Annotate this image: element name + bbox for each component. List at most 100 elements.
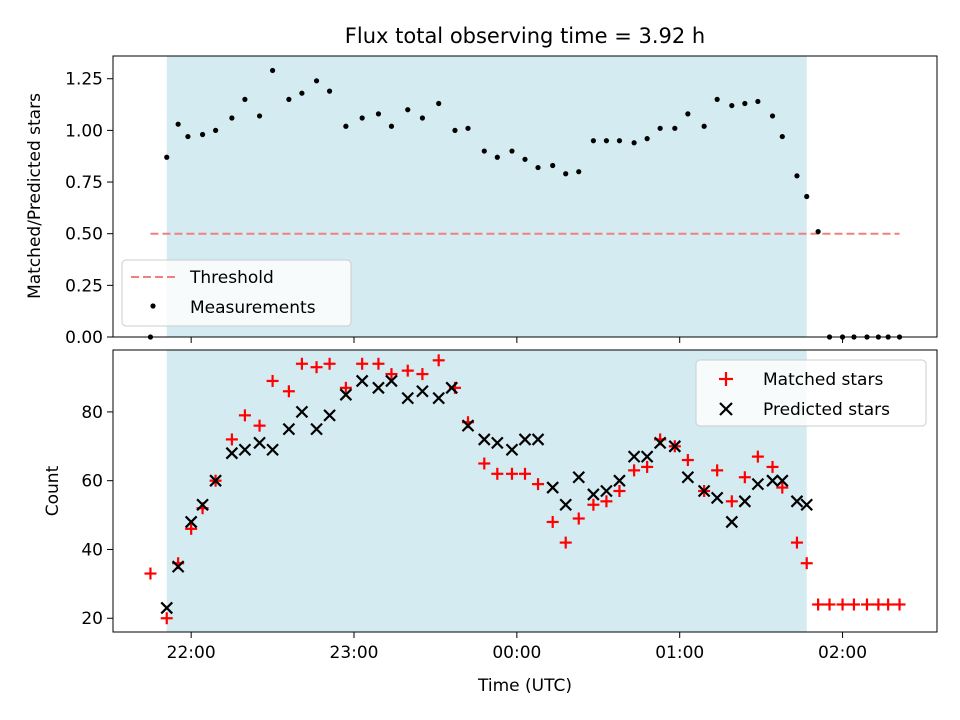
predicted-star-point xyxy=(738,495,752,508)
y-tick-label: 20 xyxy=(81,609,103,629)
predicted-star-point xyxy=(766,474,779,487)
predicted-star-point xyxy=(310,422,323,436)
y-tick-label: 40 xyxy=(81,540,103,560)
predicted-star-point xyxy=(282,422,296,436)
matched-star-point xyxy=(776,481,789,494)
matched-star-point xyxy=(800,557,813,570)
predicted-star-point xyxy=(725,515,739,529)
matched-star-point xyxy=(836,598,849,611)
measurement-point xyxy=(794,173,800,179)
measurement-points xyxy=(147,67,903,340)
measurement-point xyxy=(616,138,623,144)
predicted-star-point xyxy=(209,474,222,487)
matched-star-point xyxy=(401,364,414,377)
matched-star-point xyxy=(766,460,779,473)
measurement-point xyxy=(685,111,691,117)
predicted-star-point xyxy=(385,374,398,388)
measurement-point xyxy=(405,107,411,113)
predicted-star-points xyxy=(160,374,814,615)
predicted-star-point xyxy=(751,477,765,491)
matched-star-point xyxy=(893,598,906,611)
matched-star-point xyxy=(860,598,873,611)
predicted-star-point xyxy=(710,491,724,505)
ratio-y-ticks: 0.00 0.25 0.50 0.75 1.00 1.25 xyxy=(65,70,113,348)
chart-title: Flux total observing time = 3.92 h xyxy=(345,24,705,48)
matched-star-point xyxy=(372,357,385,370)
measurement-point xyxy=(375,111,382,117)
measurement-point xyxy=(242,96,248,102)
predicted-star-point xyxy=(587,488,600,501)
ratio-panel: 0.00 0.25 0.50 0.75 1.00 1.25 Matched/Predict… xyxy=(25,55,938,348)
matched-star-point xyxy=(238,409,251,422)
predicted-star-point xyxy=(681,470,695,484)
y-tick-label: 0.00 xyxy=(65,328,103,348)
predicted-star-point xyxy=(491,436,504,450)
measurement-point xyxy=(343,123,349,129)
predicted-star-point xyxy=(184,515,198,529)
y-tick-label: 1.00 xyxy=(65,121,103,141)
measurement-point xyxy=(672,125,678,131)
matched-star-point xyxy=(613,485,626,497)
y-tick-label: 0.50 xyxy=(65,225,103,245)
count-x-ticks: 22:00 23:00 00:00 01:00 02:00 xyxy=(167,632,867,663)
measurement-point xyxy=(714,96,720,102)
measurement-point xyxy=(522,156,528,162)
predicted-star-point xyxy=(531,433,545,446)
matched-star-point xyxy=(600,495,613,508)
matched-star-point xyxy=(295,357,308,370)
matched-star-point xyxy=(225,433,238,446)
predicted-star-point xyxy=(800,498,814,512)
x-tick-label: 23:00 xyxy=(330,643,379,663)
y-tick-label: 0.75 xyxy=(65,173,103,193)
matched-star-point xyxy=(628,464,641,477)
measurement-point xyxy=(185,133,191,140)
predicted-star-point xyxy=(697,484,711,498)
predicted-star-point xyxy=(600,484,613,498)
measurement-point xyxy=(313,78,320,84)
matched-star-point xyxy=(478,457,491,470)
predicted-star-point xyxy=(295,405,309,419)
matched-star-point xyxy=(416,368,429,381)
ratio-y-axis-label: Matched/Predicted stars xyxy=(25,93,45,299)
predicted-star-point xyxy=(478,433,491,446)
predicted-star-point xyxy=(640,450,654,463)
x-tick-label: 22:00 xyxy=(167,643,216,663)
matched-star-point xyxy=(738,471,751,484)
predicted-star-point xyxy=(339,388,353,401)
count-axes-frame xyxy=(112,349,938,633)
measurement-point xyxy=(481,148,487,154)
matched-star-point xyxy=(356,357,369,370)
measurement-point xyxy=(256,113,263,119)
predicted-star-point xyxy=(323,409,336,422)
x-tick-label: 00:00 xyxy=(492,643,541,663)
measurement-point xyxy=(742,100,748,107)
measurements-legend-label: Measurements xyxy=(190,298,316,318)
matched-star-point xyxy=(144,567,157,580)
matched-legend-label: Matched stars xyxy=(763,370,883,390)
y-tick-label: 0.25 xyxy=(65,276,103,296)
measurement-point xyxy=(631,140,637,146)
measurement-point xyxy=(657,125,663,131)
measurement-point xyxy=(388,123,395,129)
measurement-point xyxy=(419,115,426,121)
predicted-star-point xyxy=(238,443,252,457)
predicted-star-point xyxy=(559,498,572,512)
matched-star-point xyxy=(519,467,531,480)
count-panel: 20 40 60 80 22:00 23:00 00:00 01:00 02:00 Count… xyxy=(43,349,938,696)
predicted-star-point xyxy=(572,470,586,484)
matched-star-point xyxy=(185,522,198,535)
threshold-legend-label: Threshold xyxy=(189,268,274,288)
predicted-star-point xyxy=(668,440,682,453)
predicted-star-point xyxy=(225,446,239,460)
predicted-star-point xyxy=(653,436,667,450)
measurement-point xyxy=(550,162,556,169)
measurement-point xyxy=(436,100,442,107)
matched-star-point xyxy=(339,381,352,394)
measurement-point xyxy=(804,193,810,200)
measurement-point xyxy=(452,127,458,133)
measurement-point xyxy=(286,96,292,102)
predicted-star-point xyxy=(416,384,429,398)
matched-star-point xyxy=(282,385,295,398)
matched-star-point xyxy=(253,419,266,432)
